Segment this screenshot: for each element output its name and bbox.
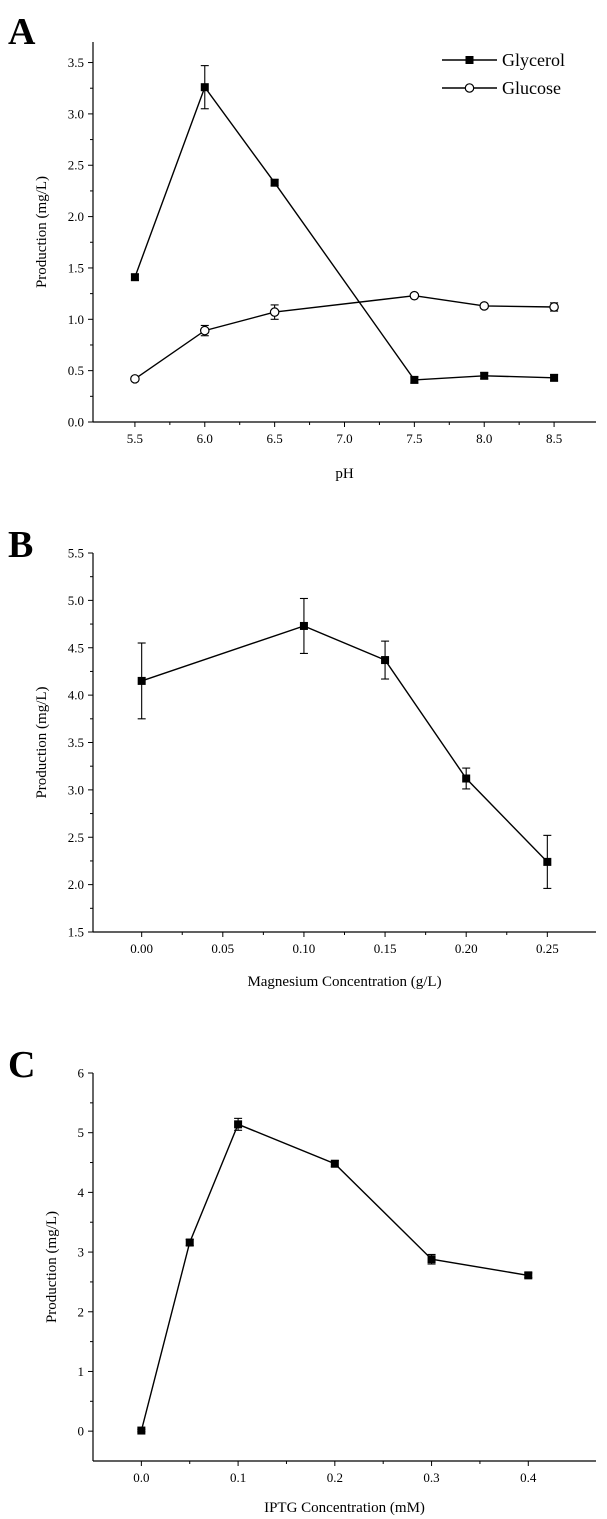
data-point bbox=[130, 374, 140, 384]
series-line bbox=[134, 294, 555, 380]
y-tick-label: 1 bbox=[78, 1364, 85, 1379]
y-tick-label: 5.0 bbox=[68, 593, 84, 608]
series-line bbox=[134, 85, 555, 381]
panel-letter: C bbox=[8, 1044, 35, 1086]
y-axis-label: Production (mg/L) bbox=[34, 176, 50, 288]
data-point bbox=[199, 325, 210, 336]
x-tick-label: 0.0 bbox=[133, 1470, 149, 1485]
data-point bbox=[462, 774, 471, 783]
x-tick-label: 7.5 bbox=[406, 431, 422, 446]
y-tick-label: 2 bbox=[78, 1304, 85, 1319]
data-point bbox=[410, 375, 419, 384]
data-point bbox=[409, 290, 420, 301]
data-point bbox=[543, 857, 552, 866]
x-tick-label: 0.4 bbox=[520, 1470, 537, 1485]
y-tick-label: 1.0 bbox=[68, 312, 84, 327]
series-line bbox=[141, 625, 548, 863]
series-production bbox=[137, 1117, 533, 1435]
y-tick-label: 3.5 bbox=[68, 55, 84, 70]
data-point bbox=[137, 1426, 146, 1435]
x-tick-label: 0.00 bbox=[130, 941, 153, 956]
y-tick-label: 0.5 bbox=[68, 363, 84, 378]
y-tick-label: 4.0 bbox=[68, 688, 84, 703]
data-point bbox=[549, 302, 559, 312]
data-point bbox=[299, 621, 308, 630]
data-point bbox=[270, 178, 279, 187]
y-tick-label: 1.5 bbox=[68, 260, 84, 275]
x-tick-label: 5.5 bbox=[127, 431, 143, 446]
panel-letter: B bbox=[8, 524, 33, 566]
x-tick-label: 8.0 bbox=[476, 431, 492, 446]
data-point bbox=[524, 1271, 533, 1280]
x-tick-label: 0.2 bbox=[327, 1470, 343, 1485]
y-tick-label: 2.0 bbox=[68, 209, 84, 224]
x-tick-label: 6.5 bbox=[267, 431, 283, 446]
legend-marker bbox=[464, 83, 475, 93]
y-tick-label: 2.0 bbox=[68, 877, 84, 892]
y-tick-label: 5 bbox=[78, 1125, 85, 1140]
y-tick-label: 6 bbox=[78, 1066, 85, 1081]
series-glucose bbox=[130, 290, 559, 384]
legend-label: Glycerol bbox=[502, 50, 565, 70]
x-tick-label: 7.0 bbox=[336, 431, 352, 446]
y-tick-label: 3 bbox=[78, 1245, 85, 1260]
x-tick-label: 0.3 bbox=[423, 1470, 439, 1485]
x-axis-label: pH bbox=[335, 466, 354, 482]
y-tick-label: 4.5 bbox=[68, 640, 84, 655]
y-tick-label: 3.0 bbox=[68, 106, 84, 121]
y-tick-label: 4 bbox=[78, 1185, 85, 1200]
x-axis-label: IPTG Concentration (mM) bbox=[264, 1500, 425, 1516]
panel-letter: A bbox=[8, 11, 36, 53]
y-tick-label: 3.5 bbox=[68, 735, 84, 750]
data-point bbox=[427, 1255, 436, 1264]
data-point bbox=[330, 1159, 339, 1168]
data-point bbox=[480, 371, 489, 380]
data-point bbox=[234, 1120, 243, 1129]
y-tick-label: 2.5 bbox=[68, 158, 84, 173]
data-point bbox=[550, 373, 559, 382]
x-tick-label: 6.0 bbox=[197, 431, 213, 446]
series-production bbox=[137, 597, 552, 889]
y-tick-label: 0 bbox=[78, 1424, 85, 1439]
legend-label: Glucose bbox=[502, 78, 561, 98]
legend: Glycerol Glucose bbox=[442, 50, 565, 98]
data-point bbox=[200, 83, 209, 92]
x-tick-label: 0.05 bbox=[211, 941, 234, 956]
series-line bbox=[140, 1123, 529, 1431]
y-tick-label: 3.0 bbox=[68, 782, 84, 797]
y-tick-label: 2.5 bbox=[68, 830, 84, 845]
x-tick-label: 0.25 bbox=[536, 941, 559, 956]
x-tick-label: 0.10 bbox=[293, 941, 316, 956]
y-tick-label: 1.5 bbox=[68, 925, 84, 940]
y-tick-label: 0.0 bbox=[68, 415, 84, 430]
x-axis-label: Magnesium Concentration (g/L) bbox=[247, 974, 441, 990]
panel-a: A 0.0 0.5 1.0 1.5 2.0 2.5 3.0 3.5 5.5 6.0 6.5 7.0 7.5… bbox=[8, 11, 596, 482]
data-point bbox=[269, 307, 280, 317]
panel-c: C 0 1 2 3 4 5 6 0.0 0.1 0.2 0.3 0.4 IPTG Concentratio… bbox=[8, 1044, 596, 1516]
data-point bbox=[185, 1238, 194, 1247]
data-point bbox=[137, 676, 146, 685]
data-point bbox=[381, 656, 390, 665]
x-tick-label: 0.20 bbox=[455, 941, 478, 956]
y-tick-label: 5.5 bbox=[68, 546, 84, 561]
panel-b: B 1.5 2.0 2.5 3.0 3.5 4.0 4.5 5.0 5.5 0.00 0.05 0.10… bbox=[8, 524, 596, 990]
data-point bbox=[479, 301, 490, 311]
legend-marker bbox=[465, 56, 474, 64]
x-tick-label: 8.5 bbox=[546, 431, 562, 446]
x-tick-label: 0.15 bbox=[374, 941, 397, 956]
y-axis-label: Production (mg/L) bbox=[34, 686, 50, 798]
series-glycerol bbox=[130, 65, 559, 384]
x-tick-label: 0.1 bbox=[230, 1470, 246, 1485]
data-point bbox=[130, 273, 139, 282]
y-axis-label: Production (mg/L) bbox=[44, 1211, 60, 1323]
